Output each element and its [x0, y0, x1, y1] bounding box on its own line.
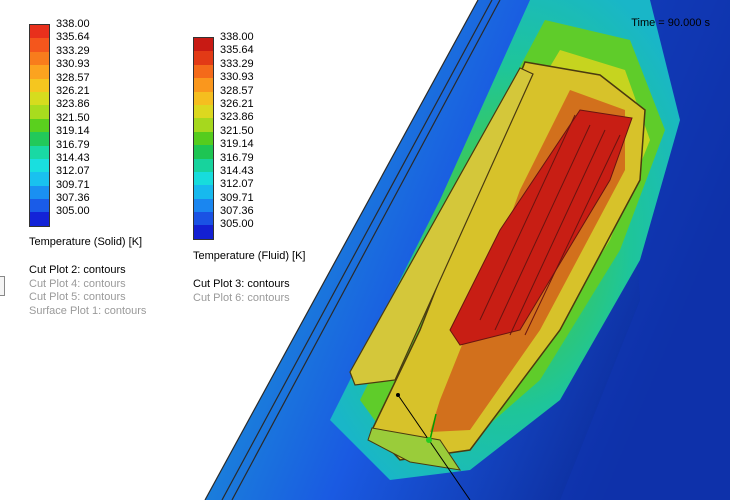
legend-tick-label: 307.36 — [220, 205, 254, 218]
legend-color-swatch — [194, 145, 213, 159]
legend-fluid-title: Temperature (Fluid) [K] — [193, 250, 306, 262]
legend-color-swatch — [194, 51, 213, 65]
legend-color-swatch — [30, 25, 49, 39]
cut-plot-item[interactable]: Cut Plot 3: contours — [193, 278, 290, 290]
legend-color-swatch — [30, 172, 49, 186]
legend-tick-label: 305.00 — [220, 218, 254, 231]
legend-fluid-ticks: 338.00 335.64 333.29 330.93 328.57 326.21 323.… — [220, 31, 254, 232]
legend-tick-label: 330.93 — [220, 71, 254, 84]
legend-color-swatch — [194, 91, 213, 105]
legend-color-swatch — [194, 78, 213, 92]
legend-tick-label: 319.14 — [220, 138, 254, 151]
legend-tick-label: 323.86 — [220, 111, 254, 124]
legend-color-swatch — [30, 38, 49, 52]
legend-tick-label: 316.79 — [220, 151, 254, 164]
legend-solid-title: Temperature (Solid) [K] — [29, 236, 143, 248]
legend-tick-label: 338.00 — [56, 18, 90, 30]
legend-tick-label: 321.50 — [220, 124, 254, 137]
legend-color-swatch — [30, 158, 49, 173]
legend-color-swatch — [30, 91, 49, 106]
legend-color-swatch — [30, 78, 49, 92]
legend-tick-label: 326.21 — [56, 84, 90, 97]
legend-color-swatch — [194, 158, 213, 172]
legend-tick-label: 312.07 — [56, 165, 90, 178]
legend-tick-label: 338.00 — [220, 31, 254, 43]
left-rail — [349, 67, 534, 386]
legend-tick-label: 314.43 — [56, 151, 90, 164]
legend-color-swatch — [194, 198, 213, 213]
legend-tick-label: 309.71 — [220, 191, 254, 204]
legend-tick-label: 328.57 — [56, 71, 90, 84]
legend-tick-label: 314.43 — [220, 164, 254, 177]
cut-plot-list-left: Cut Plot 2: contours Cut Plot 4: contours… — [29, 264, 146, 318]
legend-fluid-colorbar — [193, 37, 214, 240]
legend-color-swatch — [30, 185, 49, 200]
legend-color-swatch — [30, 51, 49, 66]
legend-tick-label: 333.29 — [56, 44, 90, 57]
legend-color-swatch — [30, 145, 49, 159]
legend-color-swatch — [30, 118, 49, 133]
cut-plot-list-right: Cut Plot 3: contours Cut Plot 6: contours — [193, 278, 290, 305]
legend-tick-label: 316.79 — [56, 138, 90, 151]
fin-lines — [479, 114, 621, 336]
legend-tick-label: 312.07 — [220, 178, 254, 191]
cut-plot-item[interactable]: Cut Plot 4: contours — [29, 277, 126, 290]
legend-tick-label: 323.86 — [56, 98, 90, 111]
legend-tick-label: 335.64 — [56, 31, 90, 44]
legend-color-swatch — [30, 132, 49, 146]
legend-color-swatch — [194, 118, 213, 132]
legend-tick-label: 326.21 — [220, 97, 254, 110]
triad-axis-icon — [396, 393, 471, 500]
legend-tick-label: 335.64 — [220, 44, 254, 57]
legend-color-swatch — [194, 225, 213, 239]
legend-color-swatch — [194, 38, 213, 52]
legend-tick-label: 328.57 — [220, 84, 254, 97]
legend-color-swatch — [194, 171, 213, 186]
cut-plot-item[interactable]: Cut Plot 6: contours — [193, 291, 290, 304]
legend-tick-label: 309.71 — [56, 178, 90, 191]
legend-tick-label: 333.29 — [220, 57, 254, 70]
cut-plot-item[interactable]: Surface Plot 1: contours — [29, 304, 147, 317]
legend-color-swatch — [30, 199, 49, 213]
legend-tick-label: 330.93 — [56, 58, 90, 71]
cut-plot-item[interactable]: Cut Plot 2: contours — [29, 264, 126, 276]
legend-tick-label: 305.00 — [56, 205, 90, 218]
legend-color-swatch — [30, 65, 49, 79]
legend-color-swatch — [194, 131, 213, 146]
time-label: Time = 90.000 s — [631, 17, 710, 29]
legend-solid-colorbar — [29, 24, 50, 227]
cut-plot-item[interactable]: Cut Plot 5: contours — [29, 291, 126, 303]
legend-tick-label: 307.36 — [56, 192, 90, 205]
legend-tick-label: 319.14 — [56, 125, 90, 138]
panel-edge-handle-icon[interactable] — [0, 276, 5, 296]
legend-color-swatch — [194, 185, 213, 199]
legend-color-swatch — [30, 105, 49, 119]
legend-solid-ticks: 338.00 335.64 333.29 330.93 328.57 326.21 323.… — [56, 18, 90, 219]
fluid-cold-band — [560, 0, 730, 500]
legend-tick-label: 321.50 — [56, 111, 90, 124]
legend-color-swatch — [194, 212, 213, 226]
legend-color-swatch — [30, 212, 49, 226]
legend-color-swatch — [194, 104, 213, 119]
wall-lines — [204, 0, 501, 500]
legend-color-swatch — [194, 64, 213, 79]
